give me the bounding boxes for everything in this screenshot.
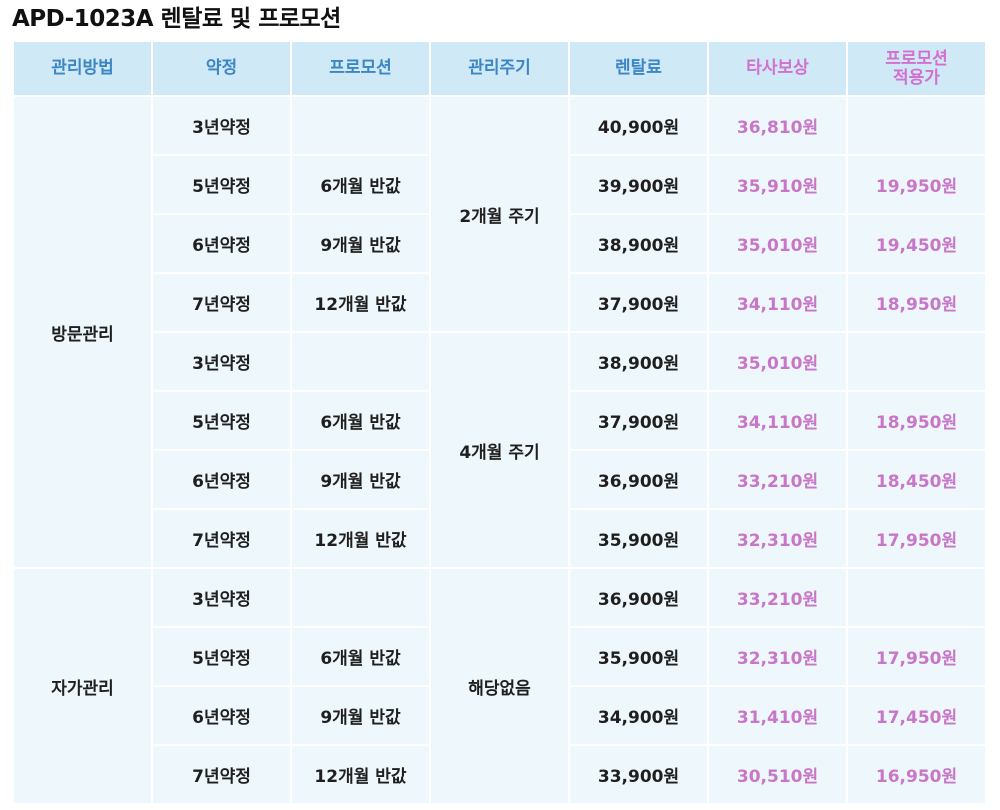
rental-price-table: 관리방법 약정 프로모션 관리주기 렌탈료 타사보상 프로모션 적용가 방문관리… — [12, 40, 987, 805]
table-row: 7년약정 12개월 반값 35,900원 32,310원 17,950원 — [14, 510, 985, 567]
competitor-compensation-cell: 36,810원 — [709, 97, 846, 154]
contract-cell: 3년약정 — [153, 333, 290, 390]
contract-cell: 7년약정 — [153, 274, 290, 331]
header-promotion-price-line1: 프로모션 — [885, 48, 948, 69]
rental-fee-cell: 36,900원 — [570, 451, 707, 508]
competitor-compensation-cell: 31,410원 — [709, 687, 846, 744]
management-method-cell: 방문관리 — [14, 97, 151, 567]
table-row: 6년약정 9개월 반값 36,900원 33,210원 18,450원 — [14, 451, 985, 508]
promotion-price-cell: 17,450원 — [848, 687, 985, 744]
competitor-compensation-cell: 34,110원 — [709, 392, 846, 449]
table-header-row: 관리방법 약정 프로모션 관리주기 렌탈료 타사보상 프로모션 적용가 — [14, 42, 985, 95]
promotion-cell: 12개월 반값 — [292, 746, 429, 803]
promotion-cell: 9개월 반값 — [292, 451, 429, 508]
management-cycle-cell: 4개월 주기 — [431, 333, 568, 567]
promotion-price-cell: 17,950원 — [848, 510, 985, 567]
header-contract: 약정 — [153, 42, 290, 95]
table-row: 자가관리 3년약정 해당없음 36,900원 33,210원 — [14, 569, 985, 803]
table-row: 3년약정 4개월 주기 38,900원 35,010원 — [14, 333, 985, 567]
rental-fee-cell: 38,900원 — [570, 215, 707, 272]
promotion-price-cell: 18,950원 — [848, 392, 985, 449]
promotion-cell: 6개월 반값 — [292, 156, 429, 213]
header-management: 관리방법 — [14, 42, 151, 95]
management-method-cell: 자가관리 — [14, 569, 151, 803]
promotion-price-cell: 17,950원 — [848, 628, 985, 685]
rental-fee-cell: 39,900원 — [570, 156, 707, 213]
contract-cell: 3년약정 — [153, 569, 290, 626]
promotion-price-cell — [848, 569, 985, 626]
promotion-price-cell — [848, 97, 985, 154]
competitor-compensation-cell: 35,910원 — [709, 156, 846, 213]
promotion-price-cell: 16,950원 — [848, 746, 985, 803]
promotion-price-cell: 19,950원 — [848, 156, 985, 213]
promotion-cell: 6개월 반값 — [292, 392, 429, 449]
header-promotion-price-line2: 적용가 — [893, 67, 940, 88]
rental-fee-cell: 37,900원 — [570, 392, 707, 449]
table-row: 7년약정 12개월 반값 37,900원 34,110원 18,950원 — [14, 274, 985, 331]
competitor-compensation-cell: 32,310원 — [709, 628, 846, 685]
contract-cell: 7년약정 — [153, 510, 290, 567]
table-row: 5년약정 6개월 반값 35,900원 32,310원 17,950원 — [14, 628, 985, 685]
rental-fee-cell: 34,900원 — [570, 687, 707, 744]
promotion-cell — [292, 333, 429, 390]
competitor-compensation-cell: 35,010원 — [709, 215, 846, 272]
page-title: APD-1023A 렌탈료 및 프로모션 — [12, 6, 341, 32]
competitor-compensation-cell: 34,110원 — [709, 274, 846, 331]
promotion-cell: 9개월 반값 — [292, 687, 429, 744]
promotion-price-cell — [848, 333, 985, 390]
contract-cell: 3년약정 — [153, 97, 290, 154]
rental-fee-cell: 40,900원 — [570, 97, 707, 154]
header-competitor-compensation: 타사보상 — [709, 42, 846, 95]
promotion-cell: 6개월 반값 — [292, 628, 429, 685]
management-cycle-cell: 해당없음 — [431, 569, 568, 803]
rental-fee-cell: 33,900원 — [570, 746, 707, 803]
contract-cell: 6년약정 — [153, 687, 290, 744]
rental-fee-cell: 35,900원 — [570, 628, 707, 685]
contract-cell: 5년약정 — [153, 628, 290, 685]
competitor-compensation-cell: 32,310원 — [709, 510, 846, 567]
rental-fee-cell: 35,900원 — [570, 510, 707, 567]
promotion-cell: 12개월 반값 — [292, 510, 429, 567]
contract-cell: 6년약정 — [153, 215, 290, 272]
contract-cell: 5년약정 — [153, 156, 290, 213]
promotion-cell — [292, 569, 429, 626]
header-rental-fee: 렌탈료 — [570, 42, 707, 95]
promotion-price-cell: 18,450원 — [848, 451, 985, 508]
header-promotion-price: 프로모션 적용가 — [848, 42, 985, 95]
header-cycle: 관리주기 — [431, 42, 568, 95]
promotion-price-cell: 19,450원 — [848, 215, 985, 272]
table-row: 5년약정 6개월 반값 39,900원 35,910원 19,950원 — [14, 156, 985, 213]
table-row: 5년약정 6개월 반값 37,900원 34,110원 18,950원 — [14, 392, 985, 449]
promotion-cell — [292, 97, 429, 154]
promotion-cell: 12개월 반값 — [292, 274, 429, 331]
competitor-compensation-cell: 33,210원 — [709, 569, 846, 626]
rental-fee-cell: 38,900원 — [570, 333, 707, 390]
table-row: 7년약정 12개월 반값 33,900원 30,510원 16,950원 — [14, 746, 985, 803]
contract-cell: 7년약정 — [153, 746, 290, 803]
contract-cell: 6년약정 — [153, 451, 290, 508]
promotion-cell: 9개월 반값 — [292, 215, 429, 272]
rental-fee-cell: 36,900원 — [570, 569, 707, 626]
table-row: 6년약정 9개월 반값 34,900원 31,410원 17,450원 — [14, 687, 985, 744]
competitor-compensation-cell: 33,210원 — [709, 451, 846, 508]
competitor-compensation-cell: 30,510원 — [709, 746, 846, 803]
contract-cell: 5년약정 — [153, 392, 290, 449]
header-promotion: 프로모션 — [292, 42, 429, 95]
rental-fee-cell: 37,900원 — [570, 274, 707, 331]
competitor-compensation-cell: 35,010원 — [709, 333, 846, 390]
table-row: 6년약정 9개월 반값 38,900원 35,010원 19,450원 — [14, 215, 985, 272]
table-body: 방문관리 3년약정 2개월 주기 40,900원 36,810원 5년약정 6개월 반값 39… — [14, 97, 985, 803]
table-row: 방문관리 3년약정 2개월 주기 40,900원 36,810원 — [14, 97, 985, 567]
management-cycle-cell: 2개월 주기 — [431, 97, 568, 331]
promotion-price-cell: 18,950원 — [848, 274, 985, 331]
